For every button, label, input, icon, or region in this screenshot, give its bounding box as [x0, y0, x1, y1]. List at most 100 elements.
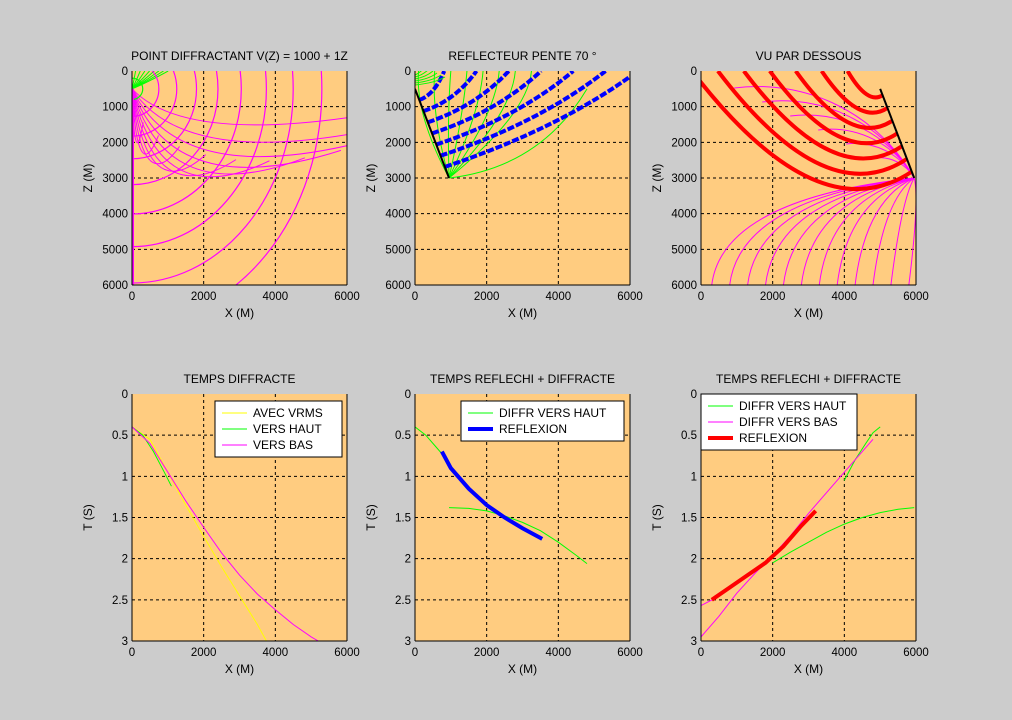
reflection-front	[820, 71, 889, 115]
wavefront	[234, 71, 323, 285]
x-axis-label: X (M)	[508, 662, 537, 676]
diffraction-ray	[836, 177, 915, 285]
x-tick-label: 6000	[617, 647, 643, 659]
reflection-front	[768, 71, 899, 146]
y-tick-label: 5000	[671, 244, 697, 256]
x-tick-label: 4000	[832, 291, 858, 303]
ray-down	[132, 88, 347, 126]
y-tick-label: 1.5	[112, 513, 128, 525]
reflection-front	[427, 71, 511, 125]
plot-area	[132, 71, 347, 285]
wavefront	[132, 71, 219, 186]
chart-title: POINT DIFFRACTANT V(Z) = 1000 + 1Z	[131, 49, 348, 63]
y-axis-label: Z (M)	[81, 164, 95, 193]
legend-label: REFLEXION	[499, 422, 567, 436]
y-tick-label: 1	[122, 471, 128, 483]
x-tick-label: 2000	[760, 647, 786, 659]
y-tick-label: 0	[405, 66, 411, 78]
wavefront	[415, 72, 438, 82]
series-diffr-vers-haut	[415, 426, 445, 457]
series-diffr-vers-haut-2-	[843, 426, 881, 481]
y-tick-label: 0.5	[395, 430, 411, 442]
ray-down	[132, 88, 270, 178]
series-vers-bas	[132, 426, 319, 641]
chart-p2: 0 2000 4000 60000100020003000400050006000RE…	[364, 49, 643, 320]
x-axis-label: X (M)	[794, 306, 823, 320]
chart-p3: 0 2000 4000 60000100020003000400050006000VU…	[650, 49, 929, 320]
chart-title: VU PAR DESSOUS	[756, 49, 862, 63]
y-tick-label: 2.5	[112, 595, 128, 607]
y-tick-label: 0	[691, 66, 697, 78]
x-tick-label: 0	[412, 647, 418, 659]
y-tick-label: 3000	[102, 173, 128, 185]
wavefront	[415, 71, 434, 80]
plot-content	[132, 426, 319, 641]
x-tick-label: 6000	[334, 647, 360, 659]
y-tick-label: 6000	[385, 280, 411, 292]
chart-title: TEMPS REFLECHI + DIFFRACTE	[430, 372, 615, 386]
diffraction-ray	[448, 71, 468, 179]
y-tick-label: 4000	[385, 209, 411, 221]
diffraction-ray	[729, 177, 915, 285]
y-tick-label: 4000	[671, 209, 697, 221]
reflection-front	[439, 71, 607, 158]
legend: AVEC VRMS VERS HAUT VERS BAS	[214, 400, 343, 458]
plot-content	[701, 426, 915, 638]
y-tick-label: 3	[691, 636, 697, 648]
wavefront	[132, 77, 144, 101]
x-tick-label: 6000	[334, 291, 360, 303]
x-tick-label: 2000	[474, 291, 500, 303]
x-tick-label: 4000	[263, 291, 289, 303]
y-tick-label: 1.5	[395, 513, 411, 525]
x-tick-label: 0	[412, 291, 418, 303]
y-tick-label: 4000	[102, 209, 128, 221]
y-tick-label: 2000	[102, 137, 128, 149]
series-vers-haut	[132, 426, 172, 487]
legend-label: DIFFR VERS HAUT	[499, 406, 607, 420]
y-tick-label: 0	[122, 66, 128, 78]
wavefront	[415, 74, 442, 84]
wavefront	[132, 71, 267, 248]
reflection-front	[422, 71, 479, 114]
diffraction-ray	[872, 177, 915, 285]
plot-content	[415, 426, 588, 564]
x-tick-label: 2000	[760, 291, 786, 303]
y-tick-label: 2.5	[681, 595, 697, 607]
series-reflexion	[710, 509, 818, 602]
y-tick-label: 1.5	[681, 513, 697, 525]
legend: DIFFR VERS HAUT DIFFR VERS BAS REFLEXION	[700, 393, 858, 451]
wavefront	[132, 71, 242, 215]
reflection-front	[444, 74, 630, 169]
legend-label: DIFFR VERS BAS	[739, 415, 838, 429]
diffraction-ray	[854, 177, 915, 285]
y-tick-label: 0.5	[112, 430, 128, 442]
legend-box	[214, 400, 343, 458]
y-tick-label: 0	[122, 389, 128, 401]
x-tick-label: 6000	[903, 647, 929, 659]
y-tick-label: 5000	[385, 244, 411, 256]
x-axis-label: X (M)	[508, 306, 537, 320]
diffraction-ray	[711, 177, 915, 285]
plot-content	[701, 71, 916, 285]
series-diffr-vers-haut	[772, 507, 915, 564]
y-tick-label: 3	[405, 636, 411, 648]
y-tick-label: 2	[405, 554, 411, 566]
series-diffr-vers-haut-2-	[448, 507, 588, 564]
x-tick-label: 4000	[546, 291, 572, 303]
x-tick-label: 2000	[191, 291, 217, 303]
y-tick-label: 2000	[671, 137, 697, 149]
ray-down	[132, 88, 347, 143]
x-tick-label: 0	[129, 647, 135, 659]
ray-down	[132, 88, 347, 158]
chart-title: REFLECTEUR PENTE 70 °	[448, 49, 596, 63]
wavefront	[132, 71, 197, 160]
x-axis-label: X (M)	[794, 662, 823, 676]
x-tick-label: 0	[129, 291, 135, 303]
y-tick-label: 1000	[102, 102, 128, 114]
x-tick-label: 0	[698, 291, 704, 303]
reflection-front	[742, 71, 904, 161]
y-tick-label: 6000	[671, 280, 697, 292]
y-tick-label: 6000	[102, 280, 128, 292]
chart-p1: 0 2000 4000 60000100020003000400050006000PO…	[81, 49, 360, 320]
